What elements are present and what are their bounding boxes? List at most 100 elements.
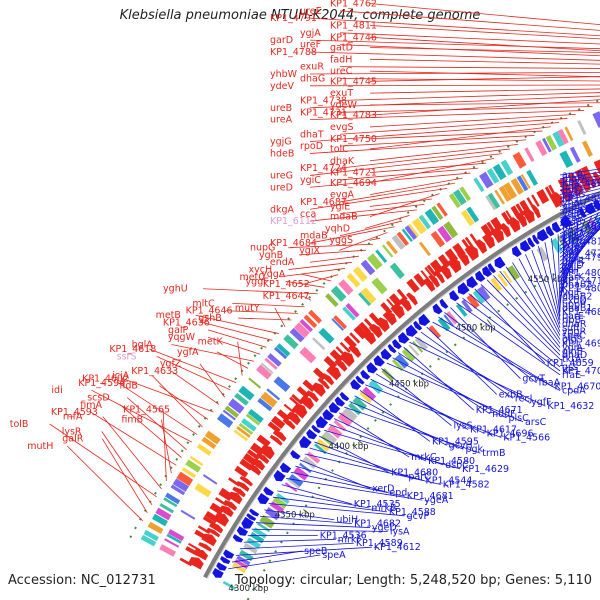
forward-cds bbox=[197, 525, 211, 535]
cog-feature-outer bbox=[545, 134, 558, 151]
forward-label-connector bbox=[339, 10, 600, 31]
cog-feature-outer bbox=[352, 266, 368, 282]
forward-gene-label: yqgW bbox=[168, 332, 196, 343]
forward-label-connector bbox=[199, 363, 226, 398]
reverse-cds-arrow bbox=[220, 556, 231, 564]
forward-label-connector bbox=[339, 135, 535, 147]
cog-feature-outer bbox=[408, 223, 420, 238]
cog-feature-outer bbox=[299, 319, 313, 333]
cog-feature-mid bbox=[430, 230, 446, 248]
reverse-label-connector bbox=[544, 242, 561, 321]
cog-feature-outer bbox=[222, 409, 236, 421]
forward-label-connector bbox=[225, 310, 298, 314]
cog-feature-mid bbox=[510, 177, 524, 195]
forward-gene-label: mutH bbox=[27, 441, 53, 452]
forward-gene-label: KP1_4647 bbox=[263, 291, 310, 302]
forward-gene-label: ssrS bbox=[117, 351, 137, 362]
reverse-gene-label: KP1_4659 bbox=[547, 358, 594, 369]
forward-cds-arrow bbox=[464, 245, 479, 261]
cog-feature-outer bbox=[172, 478, 189, 492]
cog-feature-outer bbox=[552, 131, 565, 148]
reverse-label-connector bbox=[486, 279, 561, 356]
cog-feature-inner bbox=[222, 580, 237, 590]
reverse-cds-arrow bbox=[366, 362, 378, 374]
reverse-label-connector bbox=[456, 302, 561, 376]
cog-feature-outer bbox=[360, 259, 376, 276]
forward-gene-label: KP1_4618 bbox=[109, 344, 156, 355]
forward-gene-label: KP1_4731 bbox=[300, 107, 347, 118]
forward-label-connector bbox=[195, 314, 279, 334]
forward-gene-label: garD bbox=[270, 35, 293, 46]
reverse-label-connector bbox=[518, 258, 561, 336]
forward-label-connector bbox=[309, 17, 600, 37]
reverse-label-connector bbox=[344, 406, 481, 454]
forward-gene-label: ureF bbox=[300, 40, 321, 51]
forward-gene-label: metC bbox=[239, 272, 265, 283]
forward-label-connector bbox=[91, 389, 193, 443]
forward-label-connector bbox=[309, 172, 471, 188]
reverse-gene-label: ydeY bbox=[562, 241, 585, 252]
forward-label-connector bbox=[369, 88, 600, 94]
forward-cds-arrow bbox=[232, 486, 246, 498]
forward-gene-label: fldB bbox=[119, 381, 138, 392]
reverse-cds-arrow bbox=[212, 568, 224, 578]
forward-gene-label: fimB bbox=[121, 415, 143, 426]
forward-label-connector bbox=[339, 32, 600, 45]
cog-feature-outer bbox=[165, 492, 181, 505]
cog-feature-outer bbox=[479, 171, 494, 189]
forward-gene-label: KP1_4602 bbox=[82, 373, 129, 384]
forward-gene-label: rnfA bbox=[63, 412, 83, 423]
cog-feature-inner bbox=[239, 549, 254, 562]
reverse-label-connector bbox=[462, 297, 561, 372]
reverse-label-connector bbox=[420, 331, 514, 399]
forward-cds bbox=[426, 264, 438, 277]
forward-gene-label: ygjA bbox=[300, 28, 321, 39]
reverse-label-connector bbox=[559, 228, 600, 266]
reverse-gene-label: KP1_4595 bbox=[432, 436, 479, 447]
forward-label-connector bbox=[309, 209, 417, 222]
forward-label-connector bbox=[309, 84, 600, 87]
cog-feature-inner bbox=[461, 299, 473, 313]
cog-feature-mid bbox=[342, 306, 356, 321]
forward-cds-arrow bbox=[198, 542, 212, 552]
forward-cds-arrow bbox=[530, 204, 541, 219]
reverse-label-connector bbox=[559, 175, 600, 184]
forward-label-connector bbox=[339, 78, 600, 82]
reverse-gene-label: mrkC bbox=[411, 452, 437, 463]
kbp-tick-label: 4450 kbp bbox=[389, 380, 429, 390]
cog-feature-inner bbox=[550, 238, 563, 254]
forward-label-connector bbox=[298, 249, 366, 256]
forward-label-connector bbox=[156, 356, 231, 391]
cog-feature-mid bbox=[257, 397, 273, 412]
cog-feature-outer bbox=[424, 208, 440, 225]
reverse-label-connector bbox=[559, 178, 600, 188]
forward-cds-arrow bbox=[507, 217, 521, 233]
reverse-cds-arrow bbox=[339, 391, 350, 402]
forward-gene-label: KP1_4652 bbox=[263, 279, 310, 290]
forward-label-connector bbox=[369, 99, 600, 116]
forward-cds bbox=[246, 449, 260, 461]
forward-label-connector bbox=[101, 431, 153, 506]
reverse-gene-label: parE bbox=[562, 311, 584, 322]
forward-cds-arrow bbox=[223, 499, 238, 511]
reverse-label-connector bbox=[281, 484, 352, 505]
forward-label-connector bbox=[202, 322, 273, 341]
forward-gene-label: iciA bbox=[112, 371, 130, 382]
cog-feature-inner bbox=[333, 419, 347, 432]
forward-gene-label: KP1_4745 bbox=[330, 76, 377, 87]
reverse-gene-label: KP1_4799 bbox=[562, 252, 600, 263]
cog-feature-mid bbox=[266, 388, 281, 401]
reverse-gene-label: mrkB bbox=[371, 503, 396, 514]
reverse-cds-arrow bbox=[315, 415, 329, 429]
forward-gene-label: nupG bbox=[250, 243, 275, 254]
cog-feature-inner bbox=[428, 325, 442, 339]
reverse-label-connector bbox=[232, 550, 303, 563]
forward-cds-arrow bbox=[368, 323, 383, 339]
reverse-cds-arrow bbox=[494, 256, 506, 269]
forward-cds bbox=[283, 403, 295, 414]
forward-cds-arrow bbox=[592, 171, 600, 186]
cog-feature-inner bbox=[362, 386, 377, 401]
forward-cds bbox=[276, 409, 291, 422]
forward-label-connector bbox=[302, 295, 312, 301]
reverse-cds-arrow bbox=[466, 276, 478, 289]
